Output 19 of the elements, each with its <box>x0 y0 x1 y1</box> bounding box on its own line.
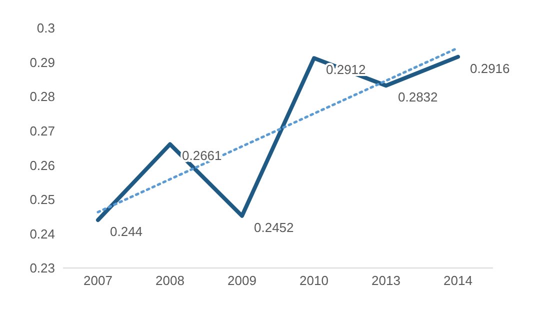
x-tick-label: 2010 <box>300 273 328 288</box>
y-tick-label: 0.27 <box>30 123 55 138</box>
data-label: 0.244 <box>110 224 143 239</box>
y-tick-label: 0.29 <box>30 54 55 70</box>
y-tick-label: 0.25 <box>30 192 55 208</box>
y-tick-label: 0.24 <box>30 226 55 242</box>
y-tick-label: 0.23 <box>30 260 55 276</box>
data-label: 0.2916 <box>470 60 510 76</box>
data-label: 0.2452 <box>254 220 294 235</box>
y-tick-label: 0.26 <box>30 158 55 173</box>
x-tick-label: 2008 <box>156 273 184 288</box>
x-tick-label: 2014 <box>444 273 472 288</box>
x-tick-label: 2009 <box>228 273 256 288</box>
x-tick-label: 2007 <box>84 273 112 288</box>
y-tick-label: 0.28 <box>30 89 55 104</box>
data-label: 0.2832 <box>398 90 438 105</box>
x-tick-label: 2013 <box>372 273 400 288</box>
data-label: 0.2661 <box>182 148 222 164</box>
y-tick-label: 0.3 <box>36 20 55 36</box>
